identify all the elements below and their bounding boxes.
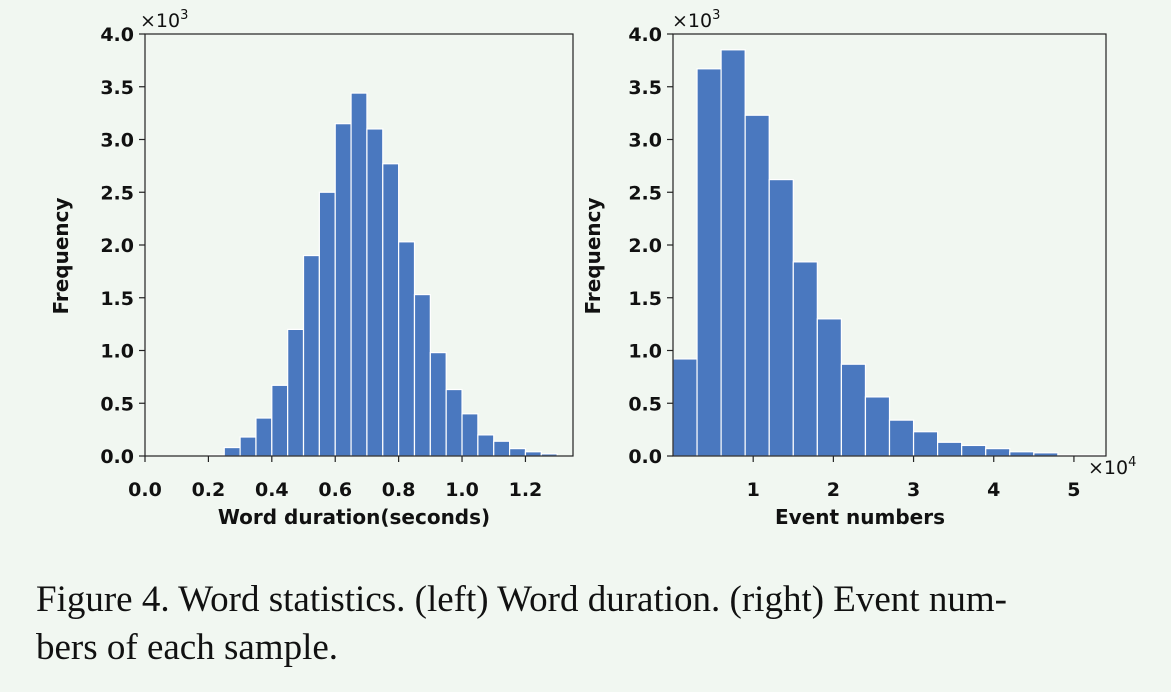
left-bar: [477, 434, 495, 457]
right-bar: [937, 441, 963, 457]
left-bar: [271, 384, 289, 457]
right-x-ticks: 1 2 3 4 5: [747, 456, 1081, 501]
right-y-tick-label: 1.5: [628, 288, 662, 310]
right-x-tick-label: 3: [907, 479, 920, 501]
right-y-tick-label: 4.0: [628, 24, 662, 46]
left-bar: [429, 352, 447, 457]
left-histogram: 0.0 0.5 1.0 1.5 2.0 2.5 3.0 3.5 4.0 0.0 0.2 0.4 0.6…: [49, 8, 574, 529]
right-bar: [985, 448, 1011, 457]
left-bar: [223, 446, 241, 457]
right-y-tick-label: 3.0: [628, 130, 662, 152]
left-bar: [398, 241, 416, 457]
right-bar: [744, 114, 770, 457]
left-bar: [334, 123, 352, 457]
left-x-tick-label: 0.6: [318, 479, 352, 501]
left-y-tick-label: 3.5: [100, 77, 134, 99]
right-x-axis-label: Event numbers: [775, 505, 945, 529]
right-bars: [672, 49, 1107, 457]
left-y-tick-label: 3.0: [100, 130, 134, 152]
right-y-tick-label: 2.0: [628, 235, 662, 257]
left-bar: [239, 436, 257, 457]
left-y-tick-label: 0.0: [100, 446, 134, 468]
left-x-ticks: 0.0 0.2 0.4 0.6 0.8 1.0 1.2: [128, 456, 542, 501]
right-x-tick-label: 4: [987, 479, 1000, 501]
left-x-tick-label: 0.4: [255, 479, 289, 501]
left-bar: [524, 451, 542, 457]
caption-line-1: Figure 4. Word statistics. (left) Word d…: [36, 579, 1007, 620]
left-y-ticks: 0.0 0.5 1.0 1.5 2.0 2.5 3.0 3.5 4.0: [100, 24, 145, 468]
left-bar: [255, 417, 273, 457]
left-y-axis-label: Frequency: [49, 197, 73, 314]
left-bar: [461, 413, 479, 457]
left-bar: [382, 163, 400, 457]
right-bar: [720, 49, 746, 457]
figure-caption: Figure 4. Word statistics. (left) Word d…: [36, 576, 1146, 672]
left-y-multiplier: ×103: [140, 8, 188, 32]
left-bar: [445, 388, 463, 457]
left-y-tick-label: 0.5: [100, 393, 134, 415]
left-y-tick-label: 2.5: [100, 182, 134, 204]
left-x-tick-label: 1.0: [445, 479, 479, 501]
right-x-multiplier: ×104: [1088, 455, 1136, 479]
left-bar: [350, 92, 368, 457]
right-y-tick-label: 2.5: [628, 182, 662, 204]
right-bar: [912, 431, 939, 457]
right-bar: [961, 444, 987, 457]
right-bar: [768, 178, 794, 457]
right-y-axis-label: Frequency: [581, 197, 605, 314]
right-y-multiplier: ×103: [672, 8, 720, 32]
left-x-axis-label: Word duration(seconds): [218, 505, 490, 529]
right-bar: [792, 261, 818, 457]
left-y-tick-label: 1.0: [100, 341, 134, 363]
left-x-tick-label: 1.2: [509, 479, 543, 501]
left-bars: [207, 92, 558, 457]
left-bar: [302, 254, 320, 457]
left-y-tick-label: 2.0: [100, 235, 134, 257]
right-bar: [840, 363, 867, 457]
left-y-tick-label: 1.5: [100, 288, 134, 310]
right-bar: [816, 318, 842, 457]
right-y-ticks: 0.0 0.5 1.0 1.5 2.0 2.5 3.0 3.5 4.0: [628, 24, 673, 468]
right-x-tick-label: 2: [827, 479, 840, 501]
left-y-tick-label: 4.0: [100, 24, 134, 46]
left-bar: [287, 328, 305, 457]
right-y-tick-label: 3.5: [628, 77, 662, 99]
left-x-tick-label: 0.0: [128, 479, 162, 501]
right-y-tick-label: 0.5: [628, 393, 662, 415]
caption-line-2: bers of each sample.: [36, 627, 339, 668]
left-bar: [366, 128, 384, 457]
figure: 0.0 0.5 1.0 1.5 2.0 2.5 3.0 3.5 4.0 0.0 0.2 0.4 0.6…: [49, 8, 1136, 529]
right-bar: [888, 419, 915, 457]
right-y-tick-label: 1.0: [628, 341, 662, 363]
left-bar: [508, 448, 527, 457]
right-bar: [864, 396, 891, 457]
left-bar: [413, 293, 431, 457]
right-x-tick-label: 5: [1067, 479, 1080, 501]
left-x-tick-label: 0.8: [382, 479, 416, 501]
left-bar: [493, 440, 511, 457]
left-x-tick-label: 0.2: [192, 479, 226, 501]
right-bar: [672, 358, 698, 457]
right-x-tick-label: 1: [747, 479, 760, 501]
right-bar: [1009, 451, 1035, 457]
right-bar: [696, 68, 722, 457]
right-histogram: 0.0 0.5 1.0 1.5 2.0 2.5 3.0 3.5 4.0 1 2 3 4 5 ×103 ×…: [581, 8, 1136, 529]
left-bar: [318, 191, 336, 457]
right-y-tick-label: 0.0: [628, 446, 662, 468]
